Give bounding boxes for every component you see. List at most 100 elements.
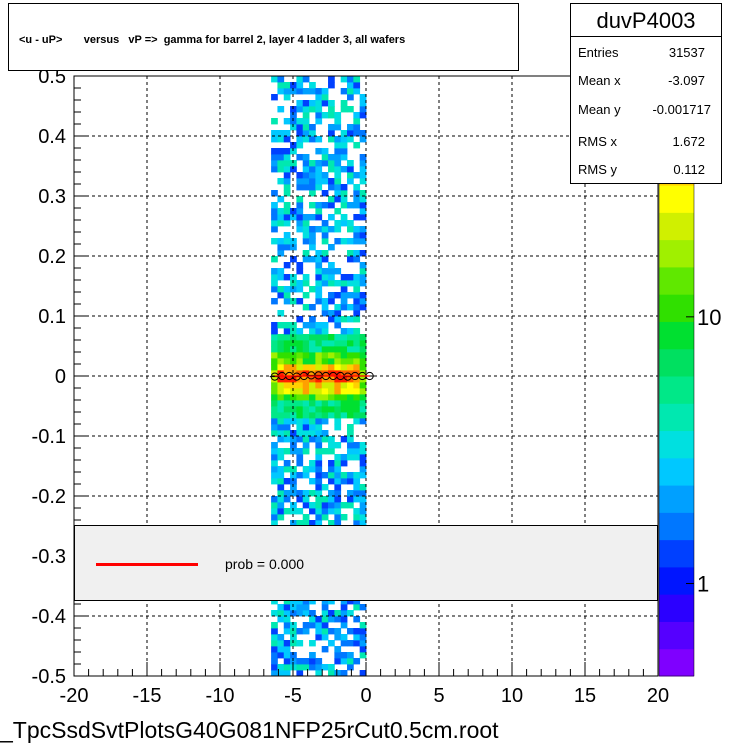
heatmap-cell	[277, 454, 285, 461]
heatmap-cell	[296, 598, 304, 605]
heatmap-cell	[353, 352, 361, 359]
heatmap-cell	[277, 88, 285, 95]
heatmap-cell	[359, 190, 367, 197]
heatmap-cell	[347, 412, 354, 419]
heatmap-cell	[347, 316, 354, 323]
heatmap-cell	[359, 454, 367, 461]
heatmap-cell	[334, 400, 342, 407]
heatmap-cell	[290, 334, 297, 341]
heatmap-cell	[271, 430, 278, 437]
heatmap-cell	[271, 166, 278, 173]
heatmap-cell	[290, 358, 297, 365]
heatmap-cell	[340, 328, 348, 335]
heatmap-cell	[340, 388, 348, 395]
heatmap-cell	[296, 88, 304, 95]
heatmap-cell	[283, 238, 291, 245]
heatmap-cell	[353, 478, 361, 485]
color-scale-cell	[659, 539, 694, 568]
color-scale-cell	[659, 566, 694, 595]
heatmap-cell	[302, 178, 310, 185]
heatmap-cell	[334, 292, 342, 299]
heatmap-cell	[347, 442, 354, 449]
heatmap-cell	[340, 238, 348, 245]
heatmap-cell	[347, 352, 354, 359]
heatmap-cell	[283, 412, 291, 419]
heatmap-cell	[334, 658, 342, 665]
heatmap-cell	[340, 364, 348, 371]
heatmap-cell	[277, 472, 285, 479]
stats-value: -3.097	[668, 73, 705, 88]
heatmap-cell	[347, 628, 354, 635]
heatmap-cell	[328, 244, 335, 251]
heatmap-cell	[347, 640, 354, 647]
heatmap-cell	[340, 340, 348, 347]
heatmap-cell	[283, 508, 291, 515]
heatmap-cell	[296, 172, 304, 179]
heatmap-cell	[271, 622, 278, 629]
heatmap-cell	[315, 442, 323, 449]
heatmap-cell	[353, 196, 361, 203]
heatmap-cell	[277, 652, 285, 659]
y-tick-label: 0	[55, 366, 66, 388]
heatmap-cell	[328, 178, 335, 185]
heatmap-cell	[353, 88, 361, 95]
heatmap-cell	[302, 304, 310, 311]
heatmap-cell	[290, 244, 297, 251]
heatmap-cell	[296, 364, 304, 371]
heatmap-cell	[309, 436, 316, 443]
heatmap-cell	[277, 364, 285, 371]
heatmap-cell	[347, 238, 354, 245]
heatmap-cell	[277, 130, 285, 137]
heatmap-cell	[359, 268, 367, 275]
heatmap-cell	[328, 160, 335, 167]
heatmap-cell	[271, 658, 278, 665]
heatmap-cell	[315, 370, 323, 377]
heatmap-cell	[290, 118, 297, 125]
heatmap-cell	[277, 418, 285, 425]
heatmap-cell	[334, 394, 342, 401]
heatmap-cell	[359, 508, 367, 515]
heatmap-cell	[296, 406, 304, 413]
stats-row-rms-y: RMS y 0.112	[578, 162, 705, 182]
heatmap-cell	[309, 412, 316, 419]
heatmap-cell	[302, 256, 310, 263]
heatmap-cell	[283, 88, 291, 95]
heatmap-cell	[334, 376, 342, 383]
y-tick-label: 0.4	[38, 126, 66, 148]
heatmap-cell	[296, 262, 304, 269]
heatmap-cell	[315, 670, 323, 677]
heatmap-cell	[328, 310, 335, 317]
heatmap-cell	[328, 112, 335, 119]
z-tick-label: 1	[697, 572, 709, 597]
heatmap-cell	[283, 118, 291, 125]
heatmap-cell	[334, 514, 342, 521]
heatmap-cell	[283, 208, 291, 215]
y-tick-label: 0.3	[38, 186, 66, 208]
heatmap-cell	[353, 316, 361, 323]
heatmap-cell	[302, 214, 310, 221]
heatmap-cell	[315, 664, 323, 671]
heatmap-cell	[277, 424, 285, 431]
heatmap-cell	[290, 106, 297, 113]
heatmap-cell	[359, 292, 367, 299]
x-tick-label: 0	[360, 685, 371, 707]
heatmap-cell	[334, 406, 342, 413]
heatmap-cell	[347, 124, 354, 131]
heatmap-cell	[277, 478, 285, 485]
heatmap-cell	[334, 628, 342, 635]
heatmap-cell	[347, 166, 354, 173]
heatmap-cell	[347, 598, 354, 605]
heatmap-cell	[296, 370, 304, 377]
heatmap-cell	[309, 460, 316, 467]
heatmap-cell	[347, 88, 354, 95]
heatmap-cell	[296, 286, 304, 293]
heatmap-cell	[359, 382, 367, 389]
heatmap-cell	[296, 208, 304, 215]
heatmap-cell	[271, 646, 278, 653]
heatmap-cell	[277, 238, 285, 245]
heatmap-cell	[359, 472, 367, 479]
heatmap-cell	[283, 172, 291, 179]
heatmap-cell	[328, 352, 335, 359]
heatmap-cell	[271, 598, 278, 605]
heatmap-cell	[277, 178, 285, 185]
